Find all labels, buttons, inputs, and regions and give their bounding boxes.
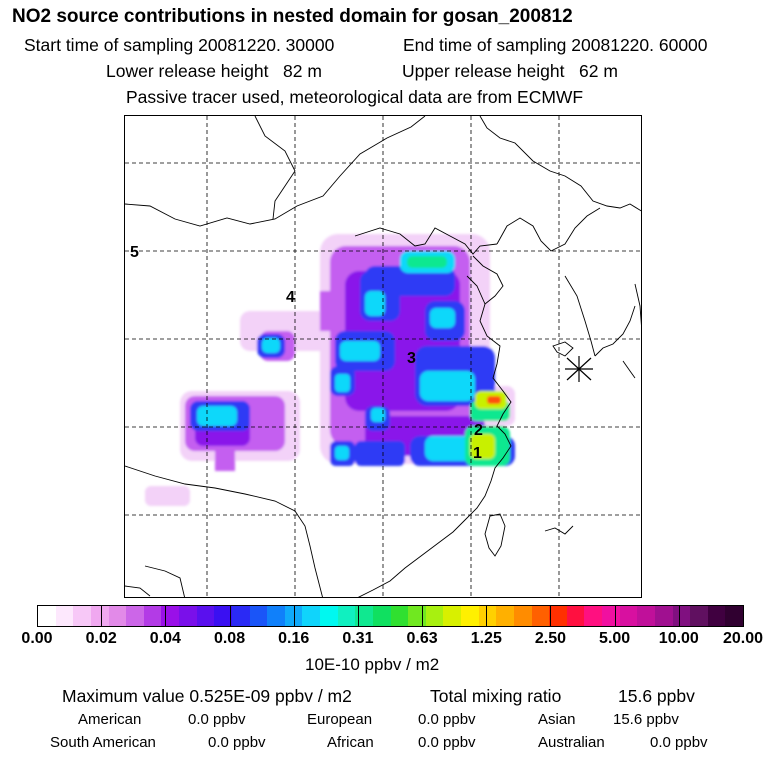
end-time-label: End time of sampling 20081220. 60000 bbox=[403, 35, 708, 55]
color-scale-tick-label: 0.04 bbox=[149, 630, 181, 647]
color-scale-tick bbox=[614, 605, 616, 627]
color-scale-cell bbox=[549, 606, 567, 626]
region-name-south-american: South American bbox=[50, 734, 156, 751]
color-scale-tick-label: 0.00 bbox=[21, 630, 53, 647]
color-scale-tick bbox=[486, 605, 488, 627]
color-scale-tick bbox=[422, 605, 424, 627]
color-scale-cell bbox=[267, 606, 285, 626]
color-scale-cell bbox=[249, 606, 268, 626]
region-label: 4 bbox=[286, 289, 295, 306]
graticule bbox=[125, 116, 641, 597]
color-scale-tick-label: 10.00 bbox=[658, 630, 699, 647]
color-scale-tick-label: 20.00 bbox=[722, 630, 764, 647]
color-scale-tick bbox=[37, 605, 38, 627]
region-label: 1 bbox=[473, 445, 482, 462]
color-scale-cell bbox=[513, 606, 532, 626]
color-scale-tick-label: 0.08 bbox=[213, 630, 246, 647]
region-value-asian: 15.6 ppbv bbox=[613, 711, 679, 728]
total-mixing-label: Total mixing ratio bbox=[430, 686, 562, 706]
color-scale-cell bbox=[284, 606, 303, 626]
upper-release-label: Upper release height 62 m bbox=[402, 61, 618, 81]
color-scale-cell bbox=[637, 606, 655, 626]
color-scale-cell bbox=[126, 606, 144, 626]
color-scale-cell bbox=[108, 606, 127, 626]
color-scale-cell bbox=[320, 606, 338, 626]
color-scale-cell bbox=[372, 606, 391, 626]
color-scale-tick bbox=[678, 605, 680, 627]
region-name-australian: Australian bbox=[538, 734, 605, 751]
max-value-label: Maximum value 0.525E-09 ppbv / m2 bbox=[62, 686, 352, 706]
plot-title: NO2 source contributions in nested domai… bbox=[12, 6, 573, 27]
color-scale-bar bbox=[37, 605, 744, 627]
color-scale-tick-label: 2.50 bbox=[534, 630, 567, 647]
region-value-european: 0.0 ppbv bbox=[418, 711, 476, 728]
color-scale-cell bbox=[425, 606, 444, 626]
color-scale-tick-label: 0.16 bbox=[278, 630, 310, 647]
color-scale-cell bbox=[690, 606, 708, 626]
concentration-plume bbox=[145, 234, 515, 506]
color-scale-tick bbox=[165, 605, 167, 627]
color-scale-tick bbox=[743, 605, 744, 627]
color-scale-cell bbox=[390, 606, 409, 626]
color-scale-cell bbox=[90, 606, 109, 626]
color-scale-cell bbox=[566, 606, 585, 626]
color-scale-cell bbox=[55, 606, 74, 626]
color-scale-cell bbox=[355, 606, 373, 626]
units-label: 10E-10 ppbv / m2 bbox=[305, 655, 440, 674]
color-scale-cell bbox=[408, 606, 426, 626]
color-scale-cell bbox=[531, 606, 550, 626]
map-canvas bbox=[125, 116, 641, 597]
color-scale-tick-label: 5.00 bbox=[599, 630, 631, 647]
color-scale-cell bbox=[443, 606, 461, 626]
color-scale-cell bbox=[179, 606, 197, 626]
color-scale-cell bbox=[725, 606, 743, 626]
star-receptor-icon bbox=[565, 356, 593, 382]
color-scale-cell bbox=[73, 606, 91, 626]
color-scale-cell bbox=[672, 606, 691, 626]
color-scale-cell bbox=[161, 606, 179, 626]
lower-release-label: Lower release height 82 m bbox=[106, 61, 322, 81]
region-label: 5 bbox=[130, 244, 139, 261]
region-name-asian: Asian bbox=[538, 711, 576, 728]
color-scale-cell bbox=[214, 606, 232, 626]
color-scale-cell bbox=[584, 606, 602, 626]
region-label: 3 bbox=[407, 350, 416, 367]
total-mixing-value: 15.6 ppbv bbox=[618, 686, 695, 706]
region-value-african: 0.0 ppbv bbox=[418, 734, 476, 751]
color-scale-cell bbox=[619, 606, 638, 626]
region-label: 2 bbox=[474, 422, 483, 439]
color-scale-cell bbox=[231, 606, 250, 626]
color-scale-cell bbox=[461, 606, 479, 626]
color-scale-cell bbox=[337, 606, 356, 626]
color-scale-cell bbox=[654, 606, 673, 626]
region-value-american: 0.0 ppbv bbox=[188, 711, 246, 728]
color-scale-tick bbox=[357, 605, 359, 627]
start-time-label: Start time of sampling 20081220. 30000 bbox=[24, 35, 335, 55]
color-scale-cell bbox=[38, 606, 56, 626]
color-scale-cell bbox=[143, 606, 162, 626]
color-scale-cell bbox=[602, 606, 620, 626]
plume-red bbox=[487, 396, 501, 404]
region-name-african: African bbox=[327, 734, 374, 751]
color-scale-tick-label: 0.31 bbox=[342, 630, 374, 647]
color-scale-cell bbox=[496, 606, 514, 626]
color-scale-cell bbox=[478, 606, 497, 626]
region-name-american: American bbox=[78, 711, 142, 728]
color-scale-tick-label: 1.25 bbox=[470, 630, 502, 647]
region-value-south-american: 0.0 ppbv bbox=[208, 734, 266, 751]
tracer-note: Passive tracer used, meteorological data… bbox=[126, 87, 584, 107]
color-scale-cell bbox=[196, 606, 215, 626]
color-scale-cell bbox=[302, 606, 320, 626]
color-scale-tick bbox=[293, 605, 295, 627]
region-value-australian: 0.0 ppbv bbox=[650, 734, 708, 751]
color-scale-tick bbox=[101, 605, 103, 627]
color-scale-tick-label: 0.02 bbox=[85, 630, 117, 647]
map-panel: 1 2 3 4 5 bbox=[124, 115, 642, 598]
color-scale-tick-label: 0.63 bbox=[406, 630, 438, 647]
color-scale-cell bbox=[707, 606, 726, 626]
region-name-european: European bbox=[307, 711, 373, 728]
color-scale-tick bbox=[229, 605, 231, 627]
color-scale-tick bbox=[550, 605, 552, 627]
